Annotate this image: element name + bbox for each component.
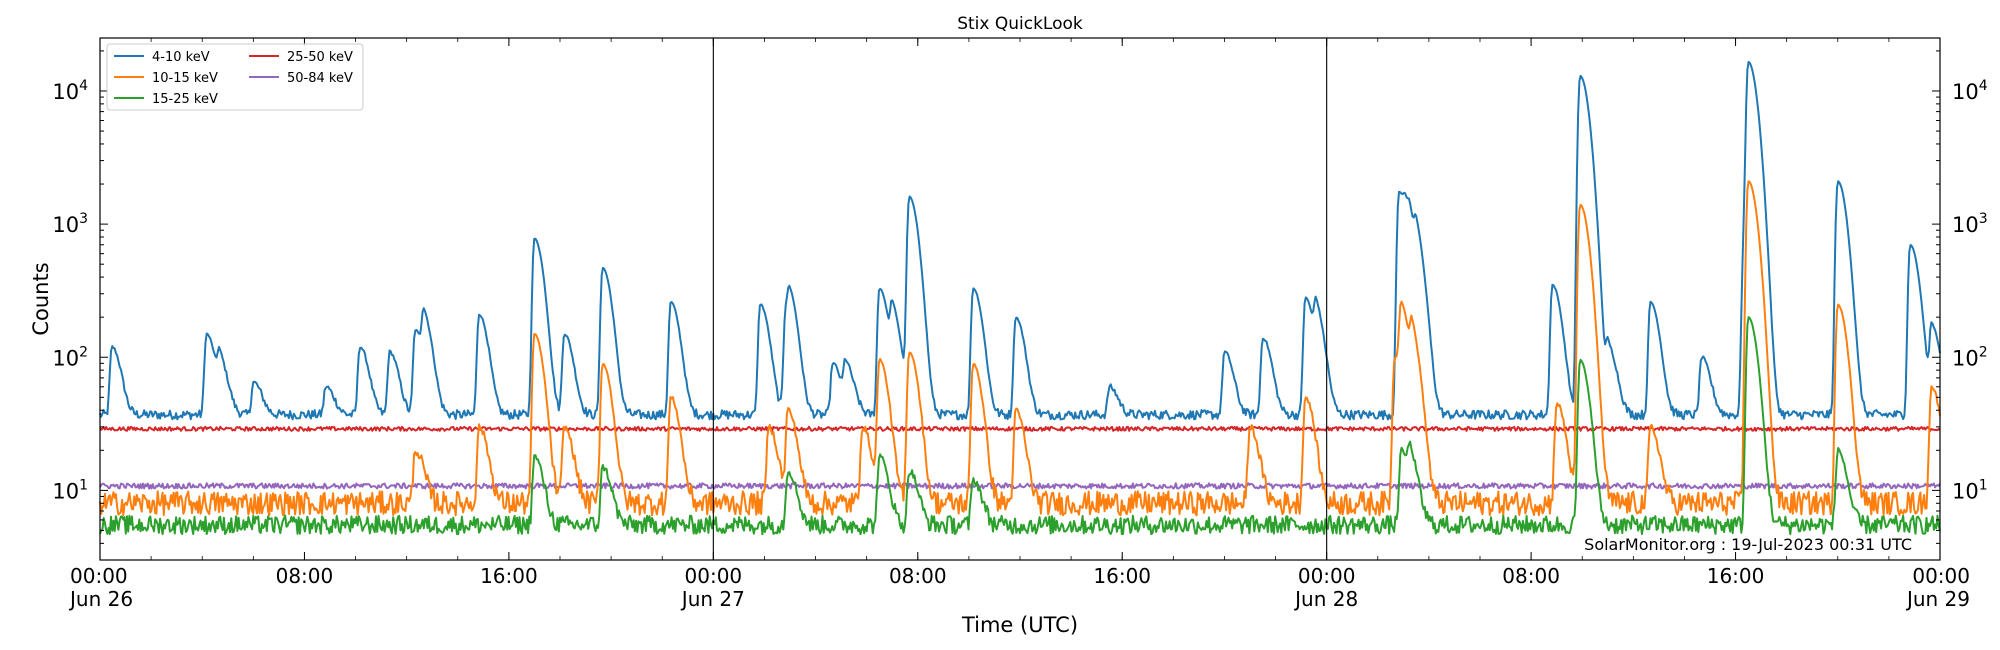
y-tick-label-left: 103 — [52, 211, 88, 237]
x-tick-label: 16:00 — [1707, 564, 1765, 588]
x-tick-label: 16:00 — [1093, 564, 1151, 588]
y-tick-label-left: 104 — [52, 78, 88, 104]
x-axis-label: Time (UTC) — [961, 613, 1078, 637]
series-line-10-15-keV — [99, 180, 1941, 517]
x-tick-date-label: Jun 27 — [680, 587, 745, 611]
series-line-15-25-keV — [99, 316, 1941, 536]
series-line-4-10-keV — [99, 60, 1941, 421]
legend-box — [106, 43, 364, 111]
x-tick-label: 08:00 — [889, 564, 947, 588]
y-tick-label-right: 102 — [1952, 344, 1988, 370]
x-tick-label: 00:00 — [70, 564, 128, 588]
day-boundary-lines — [712, 38, 1328, 560]
x-tick-label: 00:00 — [685, 564, 743, 588]
x-tick-label: 00:00 — [1912, 564, 1970, 588]
legend: 4-10 keV 10-15 keV 15-25 keV 25-50 keV 50-84… — [106, 43, 364, 111]
series-line-25-50-keV — [99, 425, 1941, 432]
series-line-50-84-keV — [99, 482, 1941, 490]
x-tick-date-label: Jun 28 — [1293, 587, 1358, 611]
x-tick-label: 08:00 — [276, 564, 334, 588]
source-annotation: SolarMonitor.org : 19-Jul-2023 00:31 UTC — [1584, 535, 1912, 554]
chart-title: Stix QuickLook — [957, 14, 1083, 34]
legend-entry: 15-25 keV — [152, 92, 218, 107]
series-layer — [99, 60, 1941, 536]
x-tick-date-label: Jun 26 — [68, 587, 133, 611]
legend-entry: 4-10 keV — [152, 50, 210, 65]
y-tick-label-left: 102 — [52, 344, 88, 370]
y-tick-label-right: 103 — [1952, 211, 1988, 237]
x-tick-label: 00:00 — [1298, 564, 1356, 588]
legend-entry: 10-15 keV — [152, 71, 218, 86]
plot-frame — [99, 37, 1941, 561]
x-tick-label: 08:00 — [1502, 564, 1560, 588]
x-tick-date-label: Jun 29 — [1905, 587, 1970, 611]
y-tick-label-right: 104 — [1952, 78, 1988, 104]
legend-entry: 25-50 keV — [287, 50, 353, 65]
y-axis-label: Counts — [29, 262, 53, 335]
x-tick-label: 16:00 — [480, 564, 538, 588]
y-tick-label-left: 101 — [52, 477, 88, 503]
legend-entry: 50-84 keV — [287, 71, 353, 86]
y-tick-label-right: 101 — [1952, 477, 1988, 503]
